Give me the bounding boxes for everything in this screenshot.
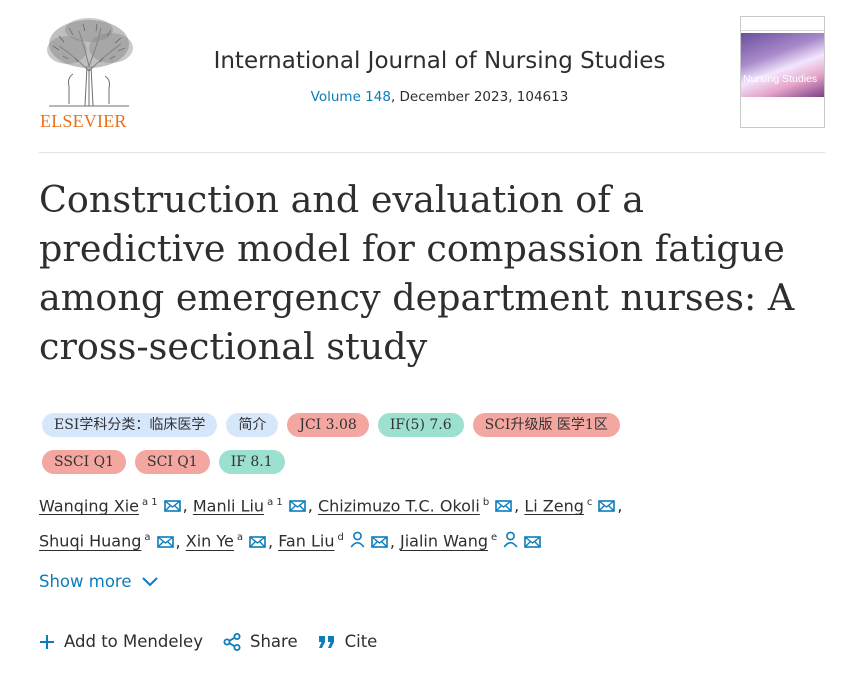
- envelope-icon[interactable]: [495, 491, 512, 522]
- issue-info: Volume 148, December 2023, 104613: [187, 89, 692, 105]
- envelope-icon[interactable]: [371, 527, 388, 558]
- author-name[interactable]: Shuqi Huang: [39, 531, 142, 551]
- journal-cover-thumbnail[interactable]: Nursing Studies: [740, 16, 825, 128]
- metric-badge[interactable]: SSCI Q1: [42, 450, 127, 474]
- cover-footer: [741, 97, 824, 127]
- add-to-mendeley-label: Add to Mendeley: [64, 632, 203, 651]
- author-name[interactable]: Wanqing Xie: [39, 496, 139, 516]
- envelope-icon[interactable]: [163, 491, 181, 522]
- metric-badge[interactable]: SCI Q1: [135, 450, 210, 474]
- metric-badge[interactable]: JCI 3.08: [287, 413, 369, 437]
- author-separator: ,: [175, 531, 181, 551]
- author-name[interactable]: Chizimuzo T.C. Okoli: [317, 496, 480, 516]
- badge-row: ESI学科分类：临床医学 简介 JCI 3.08 IF(5) 7.6 SCI升级版 医学…: [42, 413, 802, 437]
- affiliation-marker[interactable]: a: [144, 532, 151, 544]
- metric-badge[interactable]: ESI学科分类：临床医学: [42, 413, 218, 437]
- author-name[interactable]: Jialin Wang: [400, 531, 488, 551]
- chevron-down-icon: [141, 576, 158, 586]
- person-icon[interactable]: [503, 527, 518, 558]
- issue-details: , December 2023, 104613: [390, 89, 569, 105]
- envelope-icon[interactable]: [598, 491, 616, 522]
- affiliation-marker[interactable]: c: [586, 497, 593, 508]
- author-name[interactable]: Xin Ye: [185, 531, 234, 551]
- affiliation-marker[interactable]: e: [490, 532, 498, 544]
- envelope-icon[interactable]: [156, 527, 174, 558]
- plus-icon: [40, 634, 54, 649]
- affiliation-marker[interactable]: b: [482, 497, 490, 508]
- author-name[interactable]: Fan Liu: [278, 531, 335, 551]
- author-separator: ,: [307, 496, 313, 516]
- envelope-icon[interactable]: [288, 491, 306, 522]
- cover-artwork: [741, 33, 824, 97]
- author-separator: ,: [389, 531, 395, 551]
- article-title: Construction and evaluation of a predict…: [39, 178, 795, 368]
- share-label: Share: [249, 632, 298, 651]
- badge-row: SSCI Q1 SCI Q1 IF 8.1: [42, 450, 802, 474]
- affiliation-marker[interactable]: a 1: [141, 497, 158, 508]
- show-more-label: Show more: [39, 572, 132, 591]
- add-to-mendeley-button[interactable]: Add to Mendeley: [39, 632, 203, 651]
- article-actions: Add to Mendeley Share Cite: [39, 632, 397, 651]
- metric-badge[interactable]: IF 8.1: [218, 450, 285, 474]
- author-name[interactable]: Li Zeng: [524, 496, 584, 516]
- author-separator: ,: [514, 496, 520, 516]
- metric-badge[interactable]: IF(5) 7.6: [377, 413, 464, 437]
- share-button[interactable]: Share: [223, 632, 298, 651]
- affiliation-marker[interactable]: a 1: [267, 497, 283, 508]
- affiliation-marker[interactable]: a: [236, 532, 243, 544]
- metric-badge[interactable]: 简介: [226, 413, 279, 437]
- cite-button[interactable]: Cite: [318, 632, 378, 651]
- header-divider: [39, 152, 825, 153]
- envelope-icon[interactable]: [524, 527, 541, 558]
- author-separator: ,: [617, 496, 623, 516]
- journal-header: ELSEVIER International Journal of Nursin…: [39, 16, 825, 131]
- volume-link[interactable]: Volume 148: [310, 89, 391, 105]
- cover-masthead: [741, 17, 824, 31]
- share-icon: [223, 632, 241, 651]
- author-separator: ,: [268, 531, 274, 551]
- show-more-button[interactable]: Show more: [39, 572, 158, 591]
- author-separator: ,: [182, 496, 188, 516]
- envelope-icon[interactable]: [249, 527, 266, 558]
- author-list: Wanqing Xie a 1, Manli Liu a 1, Chizimuzo …: [39, 487, 829, 558]
- author-name[interactable]: Manli Liu: [192, 496, 265, 516]
- affiliation-marker[interactable]: d: [337, 532, 344, 544]
- person-icon[interactable]: [350, 527, 365, 558]
- cite-label: Cite: [344, 632, 378, 651]
- metric-badge[interactable]: SCI升级版 医学1区: [472, 413, 620, 437]
- metric-badges: ESI学科分类：临床医学 简介 JCI 3.08 IF(5) 7.6 SCI升级版 医学…: [42, 413, 802, 487]
- elsevier-logo[interactable]: ELSEVIER: [39, 16, 139, 131]
- cover-title: Nursing Studies: [743, 73, 818, 85]
- quote-icon: [318, 635, 334, 648]
- publisher-wordmark: ELSEVIER: [40, 111, 127, 131]
- journal-title[interactable]: International Journal of Nursing Studies: [213, 48, 666, 74]
- elsevier-tree-icon: [47, 18, 133, 107]
